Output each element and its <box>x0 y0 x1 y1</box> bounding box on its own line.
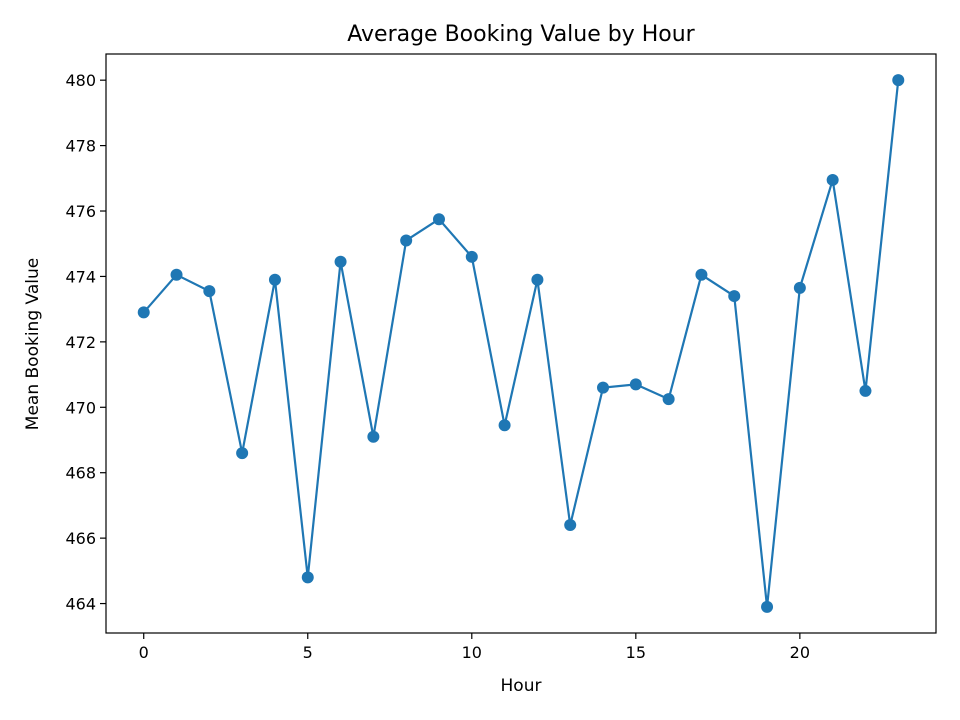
y-tick-label: 464 <box>65 595 96 614</box>
data-point <box>268 273 281 286</box>
data-point <box>662 393 675 406</box>
data-point <box>432 213 445 226</box>
data-point <box>531 273 544 286</box>
y-tick-label: 478 <box>65 137 96 156</box>
series-line <box>142 80 900 607</box>
data-point <box>695 268 708 281</box>
data-point <box>629 378 642 391</box>
x-tick-label: 5 <box>303 643 313 662</box>
data-point <box>400 234 413 247</box>
x-tick-label: 10 <box>462 643 482 662</box>
data-point <box>203 285 216 298</box>
data-point <box>859 384 872 397</box>
data-point <box>334 255 347 268</box>
data-point <box>793 281 806 294</box>
y-tick-label: 472 <box>65 333 96 352</box>
chart-title: Average Booking Value by Hour <box>347 22 695 47</box>
y-axis-label: Mean Booking Value <box>23 258 43 430</box>
x-axis: 0 5 10 15 20 <box>139 633 810 662</box>
data-point <box>367 430 380 443</box>
data-point <box>892 74 905 87</box>
y-tick-label: 476 <box>65 202 96 221</box>
y-tick-label: 474 <box>65 267 96 286</box>
plot-area: 0 5 10 15 20 464 466 468 470 472 474 476 478 480 <box>65 53 937 662</box>
data-point <box>170 268 183 281</box>
x-tick-label: 20 <box>790 643 810 662</box>
y-tick-label: 466 <box>65 529 96 548</box>
data-point <box>728 290 741 303</box>
x-axis-label: Hour <box>501 676 542 696</box>
data-point <box>236 447 249 460</box>
data-point <box>465 250 478 263</box>
y-axis: 464 466 468 470 472 474 476 478 480 <box>65 71 106 614</box>
data-point <box>137 306 150 319</box>
x-tick-label: 0 <box>139 643 149 662</box>
data-point <box>564 519 577 532</box>
y-tick-label: 480 <box>65 71 96 90</box>
plot-frame <box>105 53 937 634</box>
data-point <box>498 419 511 432</box>
data-point <box>597 381 610 394</box>
data-point <box>301 571 314 584</box>
y-tick-label: 470 <box>65 398 96 417</box>
data-point <box>761 600 774 613</box>
data-point <box>826 173 839 186</box>
y-tick-label: 468 <box>65 464 96 483</box>
x-tick-label: 15 <box>626 643 646 662</box>
series-points <box>137 74 905 613</box>
